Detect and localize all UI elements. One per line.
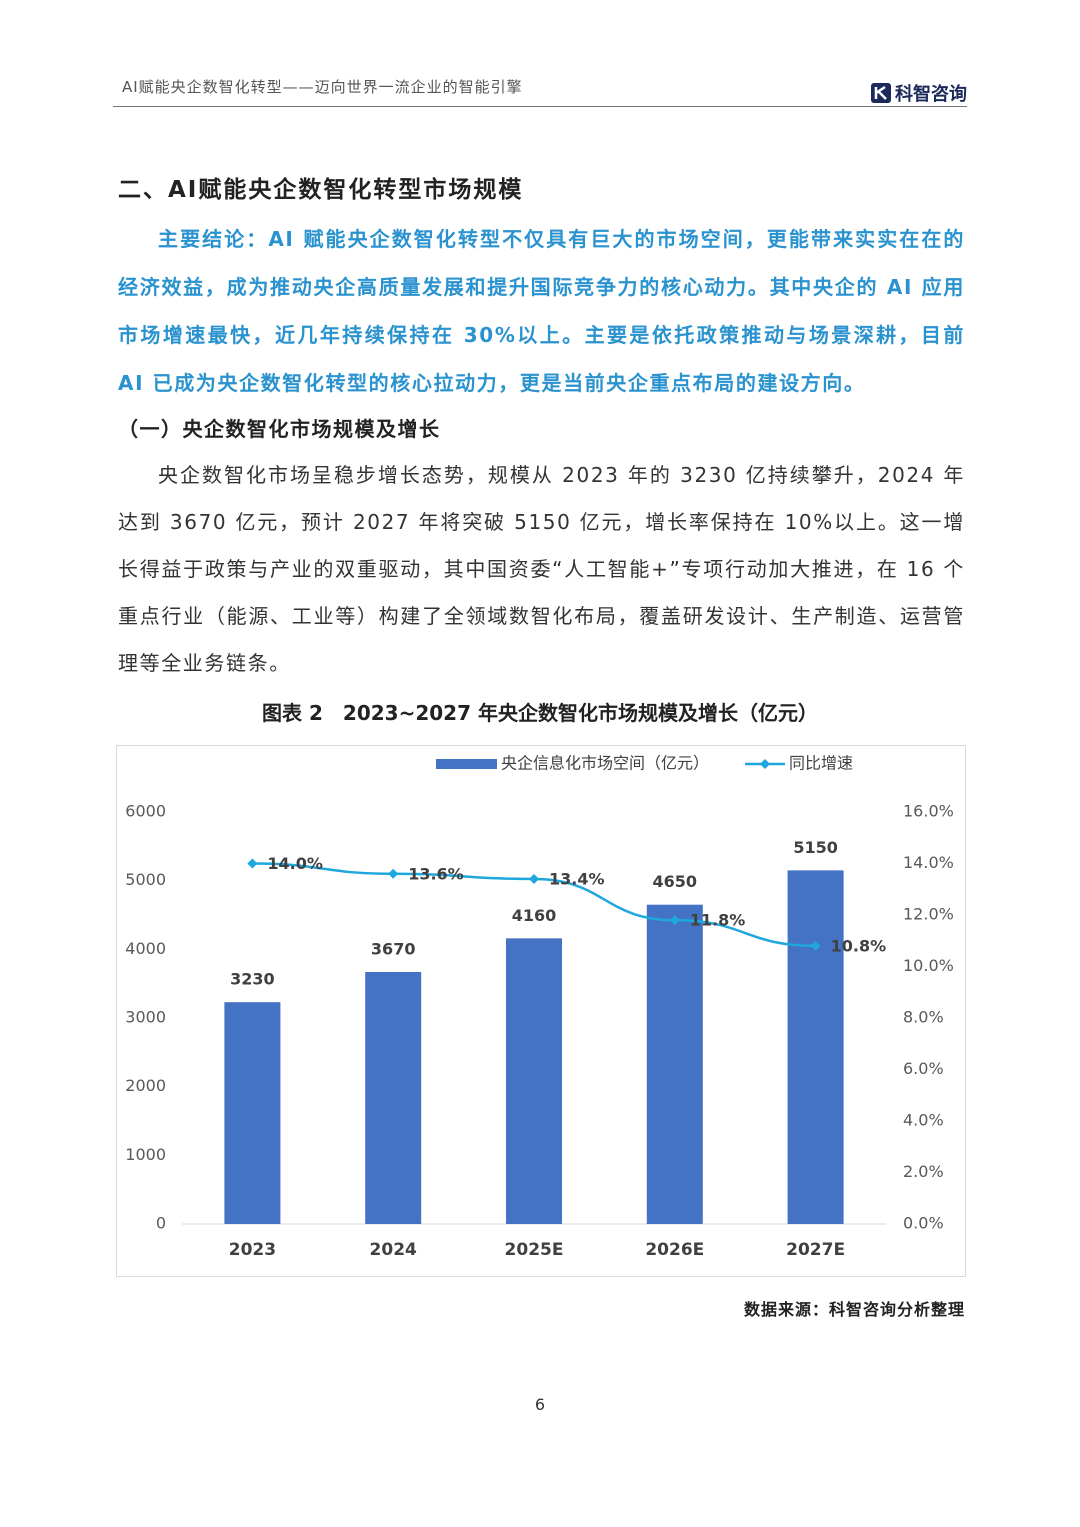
- legend-label: 同比增速: [789, 754, 853, 773]
- x-tick-label: 2023: [229, 1240, 276, 1260]
- bar: [224, 1002, 281, 1224]
- bar: [646, 904, 703, 1224]
- y-tick-label: 4000: [125, 939, 166, 958]
- y2-tick-label: 10.0%: [903, 956, 954, 975]
- y2-tick-label: 4.0%: [903, 1111, 944, 1130]
- logo: 科智咨询: [870, 80, 967, 106]
- line-marker: [529, 873, 539, 884]
- y-tick-label: 1000: [125, 1145, 166, 1164]
- y2-tick-label: 16.0%: [903, 802, 954, 821]
- x-tick-label: 2026E: [645, 1240, 704, 1260]
- line-value-label: 13.6%: [408, 864, 464, 883]
- x-tick-label: 2027E: [786, 1240, 845, 1260]
- y-tick-label: 0: [156, 1214, 166, 1233]
- key-conclusion: 主要结论：AI 赋能央企数智化转型不仅具有巨大的市场空间，更能带来实实在在的经济…: [118, 227, 965, 395]
- y2-tick-label: 12.0%: [903, 905, 954, 924]
- logo-icon: [871, 83, 891, 103]
- line-value-label: 13.4%: [549, 869, 605, 888]
- chart: 0 1000 2000 3000 4000 5000 6000 0.0% 2.0% 4.0% 6.0…: [116, 745, 966, 1277]
- y2-tick-label: 2.0%: [903, 1162, 944, 1181]
- x-tick-label: 2025E: [505, 1240, 564, 1260]
- y-tick-label: 3000: [125, 1008, 166, 1027]
- subsection-title: （一）央企数智化市场规模及增长: [118, 417, 441, 441]
- line-value-label: 11.8%: [690, 911, 746, 930]
- figure-caption: 图表 2 2023~2027 年央企数智化市场规模及增长（亿元）: [262, 701, 818, 725]
- bar-value-label: 3230: [230, 970, 275, 989]
- bar-value-label: 3670: [371, 939, 416, 958]
- bar: [365, 971, 422, 1224]
- line-value-label: 10.8%: [831, 936, 887, 955]
- y2-tick-label: 0.0%: [903, 1214, 944, 1233]
- y2-tick-label: 6.0%: [903, 1059, 944, 1078]
- legend-marker: [760, 759, 770, 769]
- line-marker: [810, 940, 821, 951]
- header-title: AI赋能央企数智化转型——迈向世界一流企业的智能引擎: [122, 78, 523, 96]
- legend-swatch: [436, 759, 497, 769]
- line-marker: [388, 868, 399, 879]
- y2-tick-label: 14.0%: [903, 853, 954, 872]
- bar-value-label: 4650: [653, 872, 698, 891]
- bar-value-label: 5150: [793, 838, 838, 857]
- y-tick-label: 2000: [125, 1076, 166, 1095]
- y-tick-label: 5000: [125, 870, 166, 889]
- x-tick-label: 2024: [370, 1240, 417, 1260]
- y2-tick-label: 8.0%: [903, 1008, 944, 1027]
- paragraph: 央企数智化市场呈稳步增长态势，规模从 2023 年的 3230 亿持续攀升，20…: [118, 463, 965, 675]
- page-number: 6: [534, 1395, 546, 1414]
- bar: [506, 938, 562, 1224]
- line-value-label: 14.0%: [267, 854, 323, 873]
- line-marker: [669, 915, 680, 926]
- header-rule: [113, 106, 967, 107]
- legend-label: 央企信息化市场空间（亿元）: [501, 754, 709, 773]
- logo-text: 科智咨询: [895, 84, 967, 105]
- line-marker: [247, 858, 258, 869]
- source-note: 数据来源：科智咨询分析整理: [743, 1300, 965, 1319]
- bar-value-label: 4160: [512, 906, 557, 925]
- section-title: 二、AI赋能央企数智化转型市场规模: [118, 177, 524, 203]
- bar: [787, 870, 844, 1224]
- y-tick-label: 6000: [125, 802, 166, 821]
